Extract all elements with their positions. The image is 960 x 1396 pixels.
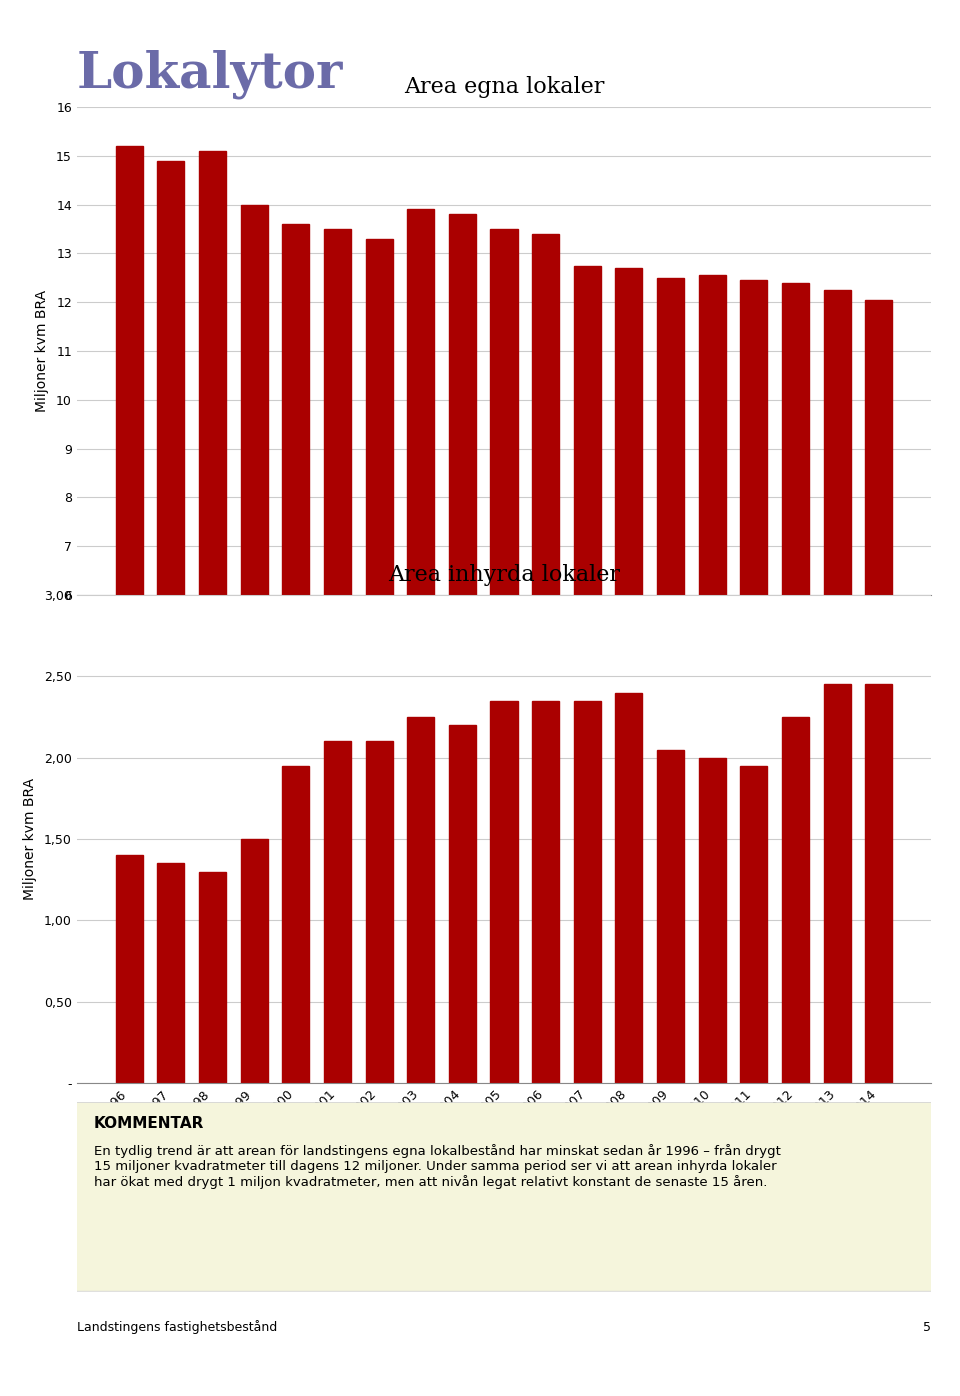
Bar [491,229,517,888]
Bar [740,281,767,888]
Bar [824,684,851,1083]
Bar [115,856,143,1083]
Bar [366,741,393,1083]
Bar [449,725,476,1083]
Bar [657,750,684,1083]
Bar [282,225,309,888]
Bar [532,235,559,888]
Bar [699,758,726,1083]
Bar [241,205,268,888]
Legend: Area (kvm BRA) inhyrda lokaler och bostäder: Area (kvm BRA) inhyrda lokaler och bostä… [555,1196,882,1220]
Bar [782,282,809,888]
Title: Area inhyrda lokaler: Area inhyrda lokaler [388,564,620,586]
Bar [699,275,726,888]
Bar [199,871,226,1083]
Y-axis label: Miljoner kvm BRA: Miljoner kvm BRA [36,290,49,412]
Bar [615,268,642,888]
Bar [199,151,226,888]
Bar [782,718,809,1083]
FancyBboxPatch shape [68,1103,940,1291]
Bar [574,265,601,888]
Bar [449,215,476,888]
Bar [865,300,893,888]
Text: 5: 5 [924,1321,931,1333]
Bar [115,147,143,888]
Title: Area egna lokaler: Area egna lokaler [404,75,604,98]
Text: En tydlig trend är att arean för landstingens egna lokalbestånd har minskat seda: En tydlig trend är att arean för landsti… [94,1143,780,1189]
Bar [407,209,434,888]
Bar [157,161,184,888]
Bar [324,229,351,888]
Text: Lokalytor: Lokalytor [77,50,343,99]
Bar [407,718,434,1083]
Legend: Area (kvm BRA) egna lokaler och bostäder: Area (kvm BRA) egna lokaler och bostäder [571,709,882,732]
Bar [657,278,684,888]
Bar [491,701,517,1083]
Bar [324,741,351,1083]
Text: KOMMENTAR: KOMMENTAR [94,1115,204,1131]
Bar [282,766,309,1083]
Bar [241,839,268,1083]
Text: Landstingens fastighetsbestånd: Landstingens fastighetsbestånd [77,1321,277,1335]
Bar [615,692,642,1083]
Bar [824,290,851,888]
Bar [366,239,393,888]
Bar [574,701,601,1083]
Bar [865,684,893,1083]
Bar [740,766,767,1083]
Y-axis label: Miljoner kvm BRA: Miljoner kvm BRA [23,778,37,900]
Bar [157,863,184,1083]
Bar [532,701,559,1083]
